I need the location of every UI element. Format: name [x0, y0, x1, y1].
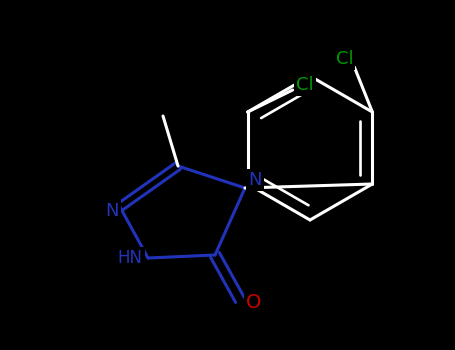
Text: O: O: [246, 294, 262, 313]
Text: HN: HN: [117, 249, 142, 267]
Text: N: N: [105, 202, 119, 220]
Text: Cl: Cl: [296, 76, 313, 94]
Text: Cl: Cl: [335, 50, 353, 68]
Text: N: N: [248, 171, 262, 189]
